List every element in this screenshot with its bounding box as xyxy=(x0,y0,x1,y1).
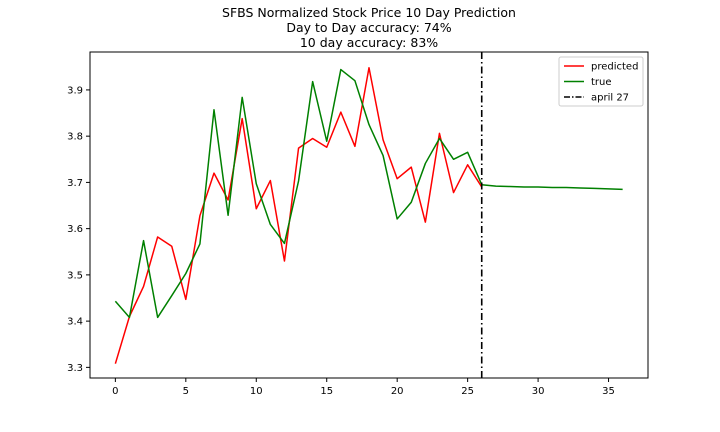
x-tick-label: 35 xyxy=(602,386,615,397)
series-line-predicted xyxy=(114,66,483,364)
y-tick-label: 3.3 xyxy=(67,363,83,374)
x-tick-label: 20 xyxy=(391,386,404,397)
chart-title-line: 10 day accuracy: 83% xyxy=(300,35,438,50)
legend-label: april 27 xyxy=(591,93,629,104)
legend-label: predicted xyxy=(591,62,638,73)
x-tick-label: 30 xyxy=(532,386,545,397)
y-tick-label: 3.7 xyxy=(67,178,83,189)
x-tick-label: 15 xyxy=(320,386,333,397)
chart-title: SFBS Normalized Stock Price 10 Day Predi… xyxy=(222,5,516,50)
x-tick-label: 25 xyxy=(461,386,474,397)
x-tick-label: 0 xyxy=(112,386,118,397)
chart-title-line: Day to Day accuracy: 74% xyxy=(286,20,451,35)
legend: predicted true april 27 xyxy=(558,56,644,107)
y-tick-label: 3.5 xyxy=(67,270,83,281)
y-tick-label: 3.4 xyxy=(67,317,83,328)
x-tick-label: 10 xyxy=(250,386,263,397)
y-tick-label: 3.9 xyxy=(67,85,83,96)
series-line-true xyxy=(114,68,623,319)
plot-area xyxy=(114,52,623,378)
y-tick-label: 3.6 xyxy=(67,224,83,235)
chart-title-line: SFBS Normalized Stock Price 10 Day Predi… xyxy=(222,5,516,20)
y-tick-label: 3.8 xyxy=(67,132,83,143)
legend-box xyxy=(558,56,644,107)
axes: 0 5 10 15 20 25 30 35 3.3 3.4 3.5 3.6 3.7 3.8 3.9 xyxy=(67,51,649,397)
legend-label: true xyxy=(591,77,612,88)
x-tick-label: 5 xyxy=(183,386,189,397)
axes-frame xyxy=(89,51,649,379)
